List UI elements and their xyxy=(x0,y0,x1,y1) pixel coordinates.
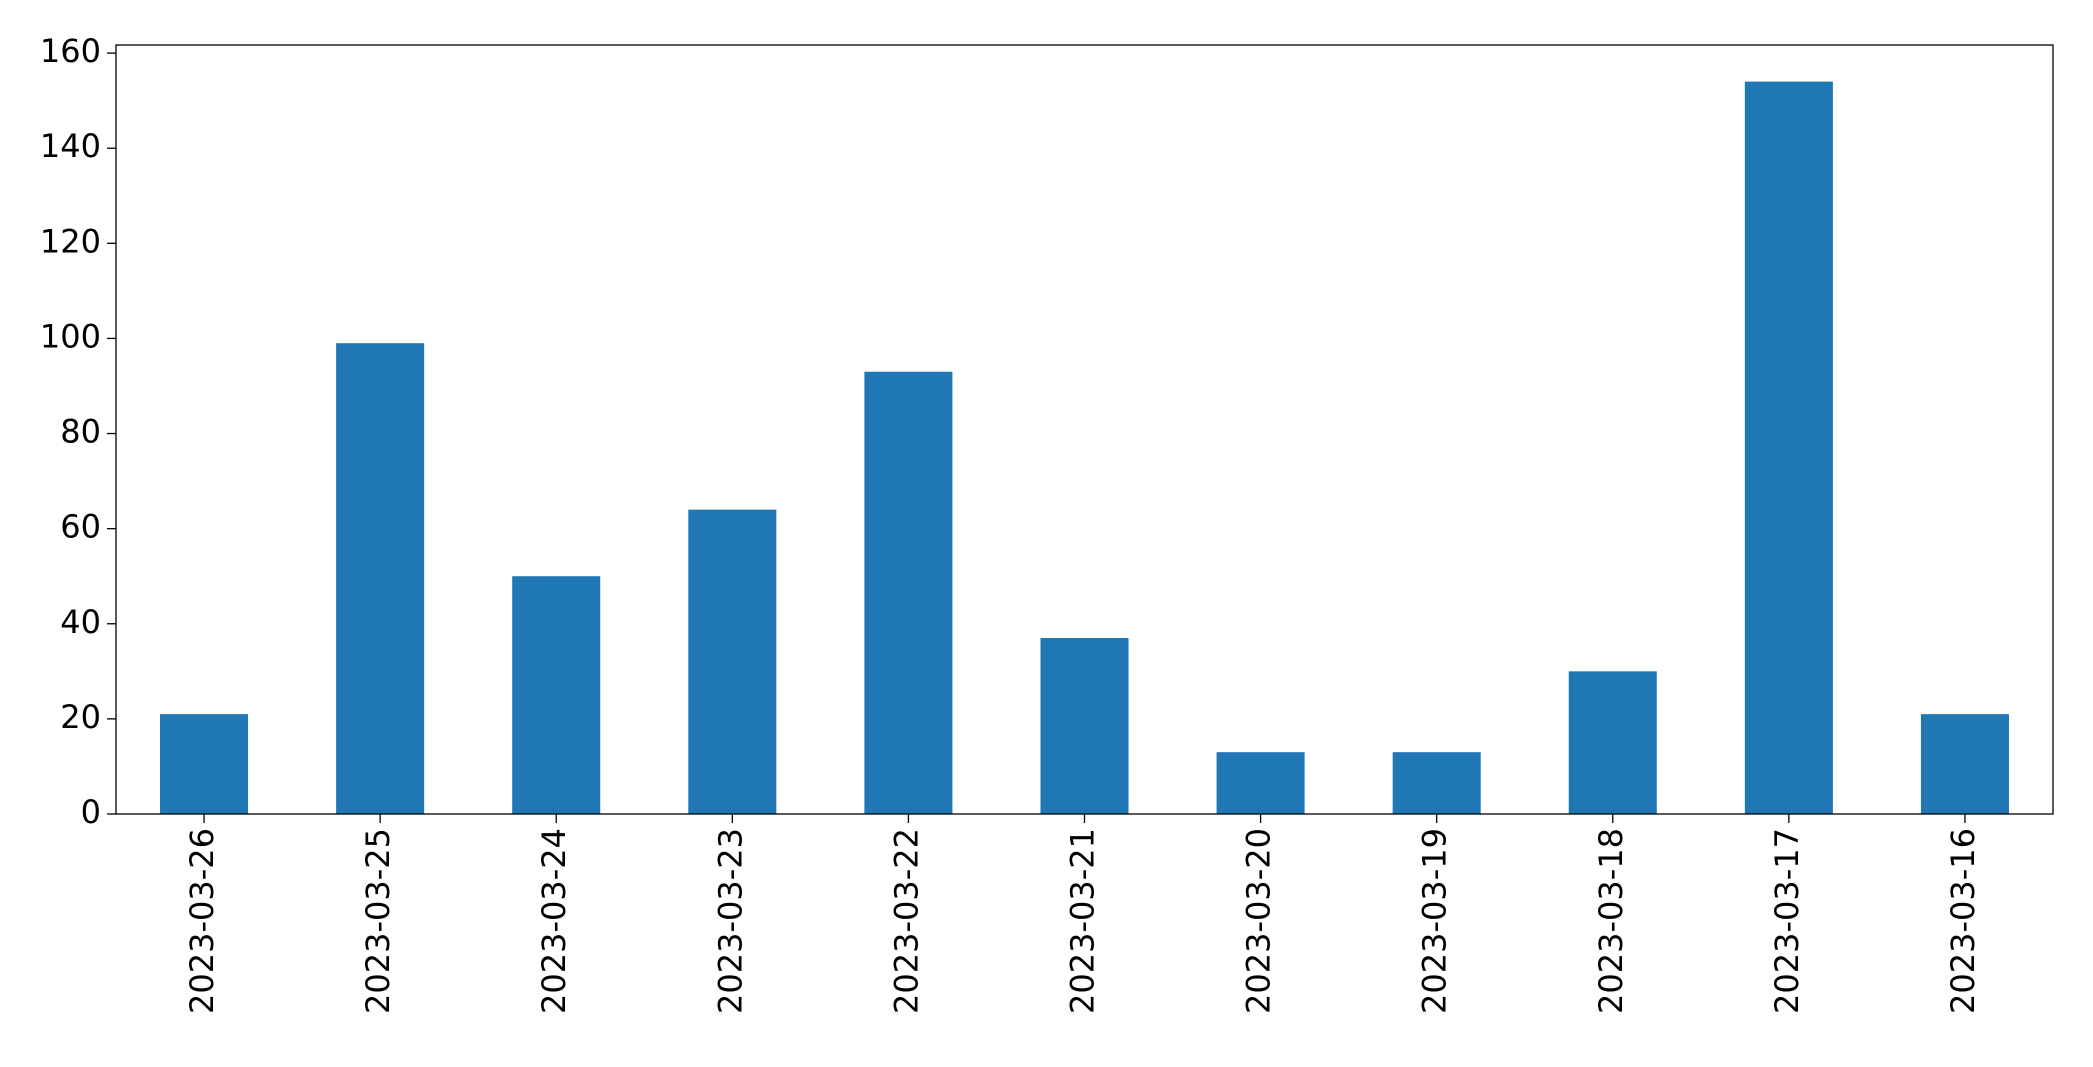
x-tick-label: 2023-03-19 xyxy=(1416,828,1454,1014)
bar xyxy=(1920,714,2009,814)
bar xyxy=(1392,752,1481,814)
y-tick-label: 40 xyxy=(60,603,101,641)
bar xyxy=(1040,638,1129,814)
y-tick-label: 160 xyxy=(40,32,101,70)
y-tick-label: 20 xyxy=(60,698,101,736)
x-tick-label: 2023-03-17 xyxy=(1768,828,1806,1014)
x-tick-label: 2023-03-22 xyxy=(887,828,925,1014)
y-tick-label: 140 xyxy=(40,127,101,165)
bar xyxy=(1216,752,1305,814)
bar xyxy=(512,576,601,814)
bar xyxy=(1744,81,1833,815)
bar xyxy=(864,371,953,814)
y-tick-label: 60 xyxy=(60,508,101,546)
plot-frame xyxy=(115,44,2054,815)
y-tick-label: 120 xyxy=(40,222,101,260)
bar xyxy=(160,714,249,814)
bar xyxy=(688,509,777,814)
y-tick-label: 0 xyxy=(81,793,101,831)
x-tick-label: 2023-03-25 xyxy=(359,828,397,1014)
x-tick-label: 2023-03-21 xyxy=(1064,828,1102,1014)
x-tick-label: 2023-03-20 xyxy=(1240,828,1278,1014)
x-tick-label: 2023-03-18 xyxy=(1592,828,1630,1014)
x-tick-label: 2023-03-23 xyxy=(711,828,749,1014)
x-tick-label: 2023-03-24 xyxy=(535,828,573,1014)
bar xyxy=(336,343,425,814)
x-tick-label: 2023-03-16 xyxy=(1944,828,1982,1014)
x-tick-label: 2023-03-26 xyxy=(183,828,221,1014)
y-tick-label: 80 xyxy=(60,413,101,451)
bar xyxy=(1568,671,1657,814)
y-tick-label: 100 xyxy=(40,317,101,355)
